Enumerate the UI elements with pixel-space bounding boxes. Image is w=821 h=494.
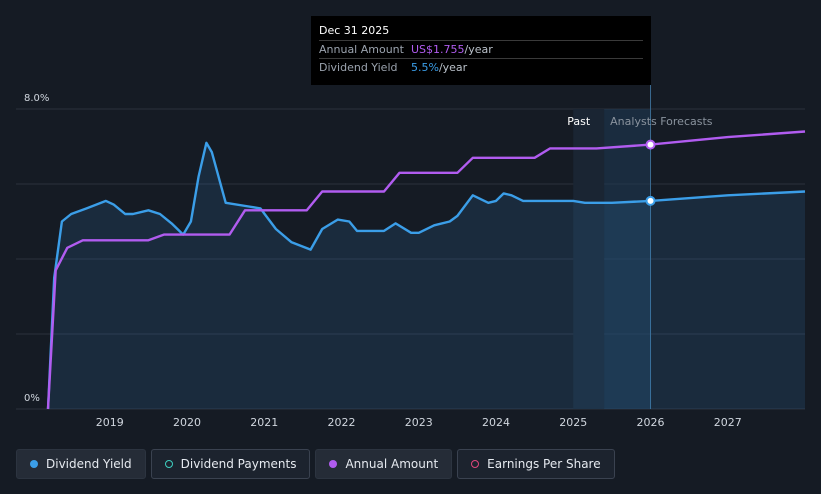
forecast-band: [573, 85, 652, 409]
past-label: Past: [567, 115, 591, 128]
axis-labels: Past Analysts Forecasts 0% 8.0% 2019 2020 2021…: [24, 93, 742, 429]
legend-dot-icon: [30, 460, 38, 468]
tooltip-annual-row: Annual Amount US$1.755/year: [319, 40, 643, 58]
legend-ring-icon: [471, 460, 480, 468]
annual-amount-line: [46, 130, 806, 410]
forecast-region-shade: [604, 109, 651, 409]
x-tick-label: 2020: [173, 416, 201, 429]
legend-label: Annual Amount: [345, 457, 439, 471]
legend-dot-icon: [329, 460, 338, 468]
x-tick-label: 2024: [482, 416, 510, 429]
tooltip-annual-unit: /year: [464, 43, 493, 56]
chart-tooltip: Dec 31 2025 Annual Amount US$1.755/year …: [311, 16, 651, 85]
legend-dividend-payments[interactable]: Dividend Payments: [150, 449, 311, 479]
series-lines: [46, 130, 806, 410]
x-tick-label: 2021: [250, 416, 278, 429]
series-areas: [48, 142, 805, 410]
x-tick-label: 2023: [405, 416, 433, 429]
dividend-yield-area: [48, 142, 805, 410]
forecast-label: Analysts Forecasts: [610, 115, 713, 128]
x-tick-label: 2027: [714, 416, 742, 429]
legend-label: Earnings Per Share: [487, 457, 601, 471]
y-tick-label: 0%: [24, 393, 40, 404]
legend-annual-amount[interactable]: Annual Amount: [315, 449, 453, 479]
legend-ring-icon: [164, 460, 173, 468]
tooltip-yield-value: 5.5%: [411, 61, 439, 74]
x-tick-label: 2022: [328, 416, 356, 429]
yield-marker: [645, 195, 656, 206]
legend-dividend-yield[interactable]: Dividend Yield: [16, 449, 146, 479]
tooltip-annual-label: Annual Amount: [319, 43, 404, 56]
dividend-yield-line: [46, 141, 806, 410]
highlight-markers: [645, 139, 656, 206]
tooltip-yield-label: Dividend Yield: [319, 61, 398, 74]
tooltip-yield-unit: /year: [438, 61, 468, 74]
grid-lines: [16, 108, 805, 410]
tooltip-annual-value: US$1.755: [411, 43, 465, 56]
legend-label: Dividend Payments: [180, 457, 297, 471]
tooltip-yield-row: Dividend Yield 5.5%/year: [319, 58, 643, 76]
annual-marker: [645, 139, 656, 150]
legend-label: Dividend Yield: [46, 457, 132, 471]
past-region-shade: [573, 109, 605, 409]
tooltip-date: Dec 31 2025: [319, 24, 390, 37]
x-tick-label: 2025: [559, 416, 587, 429]
x-tick-label: 2019: [96, 416, 124, 429]
y-tick-label: 8.0%: [24, 93, 49, 104]
chart-legend: Dividend Yield Dividend Payments Annual …: [16, 449, 615, 479]
x-tick-label: 2026: [637, 416, 665, 429]
legend-earnings-per-share[interactable]: Earnings Per Share: [457, 449, 615, 479]
